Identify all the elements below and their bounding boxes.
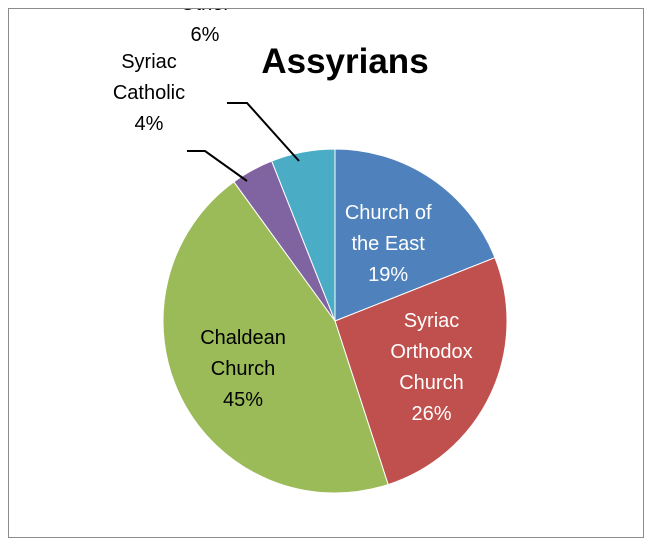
slice-value-label: 45% bbox=[223, 389, 263, 411]
slice-value-label: 26% bbox=[411, 403, 451, 425]
slice-label-syriac-catholic: Syriac Catholic 4% bbox=[113, 51, 185, 135]
leader-line-syriac-catholic bbox=[187, 150, 248, 182]
pie-slice-other bbox=[271, 148, 336, 322]
pie-slice-church-of-the-east bbox=[334, 148, 496, 322]
slice-name-line: Church of bbox=[345, 202, 432, 224]
chart-title: Assyrians bbox=[261, 42, 428, 81]
slice-value-label: 6% bbox=[191, 24, 220, 46]
slice-label-syriac-orthodox-church: Syriac Orthodox Church 26% bbox=[390, 310, 472, 425]
slice-name-line: Chaldean bbox=[200, 327, 286, 349]
slice-name-line: Syriac bbox=[121, 51, 177, 73]
pie-chart: Assyrians Church of the East 19% Syriac Orth… bbox=[113, 9, 508, 494]
slice-value-label: 4% bbox=[135, 113, 164, 135]
leader-line-other bbox=[227, 102, 300, 162]
slice-name-line: Orthodox bbox=[390, 341, 472, 363]
slice-label-church-of-the-east: Church of the East 19% bbox=[345, 202, 432, 286]
slice-name-line: Church bbox=[399, 372, 463, 394]
pie-slice-chaldean-church bbox=[162, 181, 389, 494]
slice-name-line: Other bbox=[180, 9, 230, 15]
pie-slice-syriac-orthodox-church bbox=[334, 257, 508, 486]
slice-label-chaldean-church: Chaldean Church 45% bbox=[200, 327, 286, 411]
slice-value-label: 19% bbox=[368, 264, 408, 286]
slice-label-other: Other 6% bbox=[180, 9, 230, 46]
slice-name-line: Syriac bbox=[404, 310, 460, 332]
slice-name-line: the East bbox=[351, 233, 425, 255]
chart-area: Assyrians Church of the East 19% Syriac Orth… bbox=[8, 8, 644, 538]
slice-name-line: Church bbox=[211, 358, 275, 380]
slice-name-line: Catholic bbox=[113, 82, 185, 104]
